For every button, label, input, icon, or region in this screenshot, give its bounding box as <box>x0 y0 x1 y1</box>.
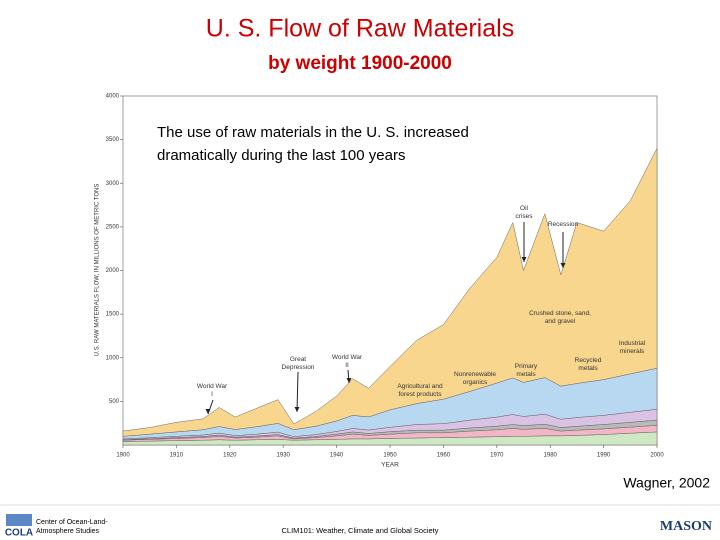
arrow-head <box>560 263 566 268</box>
series-label: Primary metals <box>515 363 538 378</box>
caption-line: The use of raw materials in the U. S. in… <box>157 124 469 141</box>
y-tick-label: 500 <box>109 399 120 405</box>
course-name: CLIM101: Weather, Climate and Global Soc… <box>281 526 438 535</box>
x-tick-label: 1940 <box>330 453 344 459</box>
x-tick-label: 1900 <box>116 453 130 459</box>
annotation: World War I <box>197 383 228 398</box>
x-tick-label: 1970 <box>490 453 504 459</box>
x-tick-label: 1990 <box>597 453 611 459</box>
y-tick-label: 2000 <box>106 268 120 274</box>
arrow-head <box>346 378 352 383</box>
arrow-head <box>205 409 211 414</box>
y-tick-label: 3500 <box>106 137 120 143</box>
y-tick-label: 2500 <box>106 224 120 230</box>
y-tick-label: 1500 <box>106 312 120 318</box>
y-tick-label: 4000 <box>106 94 120 100</box>
plot: 500 1000 1500 2000 2500 3000 3500 4000 1900 1910 1… <box>106 94 665 459</box>
x-tick-label: 1980 <box>544 453 558 459</box>
annotation: World War II <box>332 354 363 369</box>
source: Wagner, 2002 <box>623 475 710 491</box>
caption-line: dramatically during the last 100 years <box>157 147 405 164</box>
series-label: Recycled metals <box>575 357 602 372</box>
annotation-arrow <box>296 371 299 413</box>
annotation: Oil crises <box>516 205 534 220</box>
y-tick-label: 1000 <box>106 355 120 361</box>
annotation: Recession <box>548 221 579 228</box>
x-tick-label: 1950 <box>383 453 397 459</box>
x-tick-label: 1920 <box>223 453 237 459</box>
org-name: Atmosphere Studies <box>36 528 100 535</box>
x-tick-label: 1910 <box>170 453 184 459</box>
title: U. S. Flow of Raw Materials <box>206 15 514 43</box>
x-axis-label: YEAR <box>381 462 399 469</box>
cola-logo-box <box>6 514 32 526</box>
series-label: Nonrenewable organics <box>454 371 496 386</box>
area <box>122 148 658 437</box>
series-label: Crushed stone, sand, and gravel <box>529 310 591 325</box>
arrow-head <box>521 257 527 262</box>
x-tick-label: 2000 <box>650 453 664 459</box>
x-tick-label: 1960 <box>437 453 451 459</box>
subtitle: by weight 1900-2000 <box>268 53 452 74</box>
annotation: Great Depression <box>282 356 315 371</box>
mason-logo: MASON <box>660 519 712 534</box>
series-label: Agricultural and forest products <box>397 383 443 398</box>
y-axis-label: U.S. RAW MATERIALS FLOW, IN MILLIONS OF … <box>95 184 101 357</box>
x-tick-label: 1930 <box>277 453 291 459</box>
y-tick-label: 3000 <box>106 181 120 187</box>
cola-logo: COLA <box>5 528 33 539</box>
series-label: Industrial minerals <box>619 340 646 355</box>
arrow-head <box>294 407 300 412</box>
org-name: Center of Ocean-Land- <box>36 519 108 526</box>
